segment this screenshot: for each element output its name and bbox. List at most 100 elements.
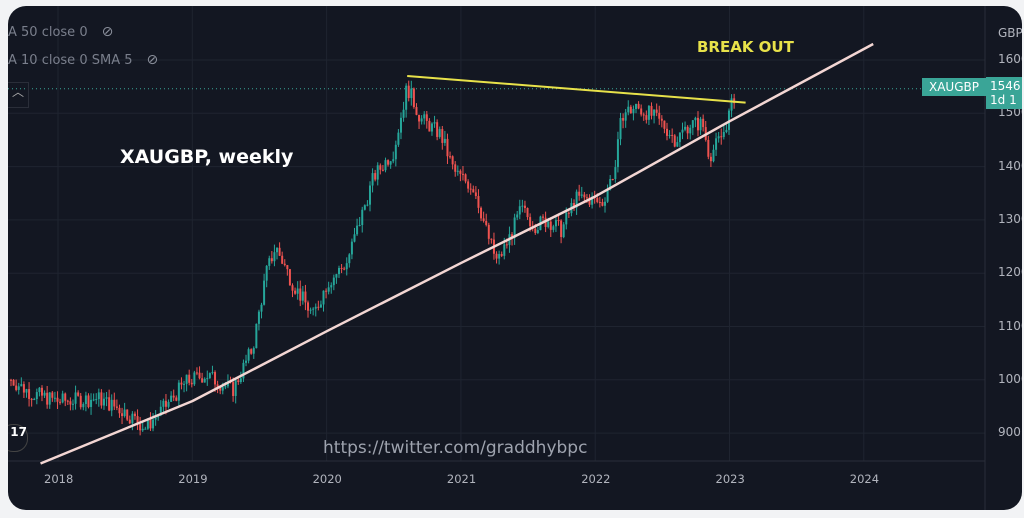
candle-body (609, 178, 612, 190)
candle-body (686, 126, 689, 134)
candle-body (725, 129, 728, 132)
candle-body (332, 277, 335, 286)
breakout-annotation: BREAK OUT (697, 38, 794, 56)
candle-body (242, 362, 245, 379)
candle-body (343, 268, 346, 270)
candle-body (144, 428, 147, 430)
candle-body (503, 244, 506, 256)
candle-body (707, 139, 710, 157)
candle-body (477, 196, 480, 208)
candle-body (203, 378, 206, 383)
candle-body (500, 254, 503, 256)
candle-body (172, 395, 175, 398)
candle-body (90, 399, 93, 407)
candle-body (330, 285, 333, 288)
candle-body (668, 134, 671, 136)
candle-body (660, 118, 663, 121)
candle-body (216, 384, 219, 388)
candle-body (286, 265, 289, 270)
chart-panel[interactable]: A 50 close 0 ⊘ A 10 close 0 SMA 5 ⊘ ︿ XAUG… (8, 6, 1022, 510)
candle-body (598, 201, 601, 203)
candle-body (511, 234, 514, 238)
candle-body (185, 374, 188, 384)
watermark-url: https://twitter.com/graddhybpc (323, 438, 588, 458)
chart-canvas[interactable] (8, 6, 1022, 510)
candle-body (588, 197, 591, 205)
candle-body (482, 218, 485, 221)
candle-body (446, 138, 449, 157)
eye-off-icon[interactable]: ⊘ (101, 24, 114, 40)
candle-body (278, 247, 281, 256)
indicator-legend-1[interactable]: A 50 close 0 ⊘ (8, 24, 113, 40)
candle-body (38, 387, 41, 393)
candle-body (340, 267, 343, 269)
x-tick-label: 2022 (581, 472, 611, 486)
candle-body (51, 392, 54, 398)
candle-body (299, 288, 302, 301)
candle-body (214, 372, 217, 385)
candle-body (557, 220, 560, 222)
candle-body (149, 418, 152, 429)
candle-body (126, 409, 129, 420)
eye-off-icon[interactable]: ⊘ (146, 52, 159, 68)
candle-body (245, 360, 248, 363)
candle-body (183, 383, 186, 385)
candle-body (389, 161, 392, 165)
candle-body (314, 306, 317, 309)
candle-body (438, 129, 441, 137)
candle-body (573, 202, 576, 208)
candle-body (319, 304, 322, 308)
candle-body (102, 398, 105, 406)
candle-body (709, 156, 712, 162)
tradingview-logo[interactable]: 17 (8, 424, 28, 452)
candle-body (402, 109, 405, 118)
candle-body (17, 386, 20, 390)
candle-body (35, 392, 38, 400)
candle-body (616, 139, 619, 168)
candle-body (567, 212, 570, 214)
candle-body (575, 191, 578, 208)
candle-body (505, 244, 508, 246)
candle-body (317, 306, 320, 308)
collapse-legend-button[interactable]: ︿ (8, 82, 29, 108)
indicator-legend-2[interactable]: A 10 close 0 SMA 5 ⊘ (8, 52, 158, 68)
candle-body (110, 399, 113, 411)
indicator-label: A 10 close 0 SMA 5 (8, 53, 133, 68)
candle-body (283, 263, 286, 266)
candle-body (113, 399, 116, 407)
candle-body (294, 290, 297, 294)
candle-body (247, 349, 250, 361)
candle-body (307, 302, 310, 311)
candle-body (358, 224, 361, 226)
candle-body (518, 206, 521, 215)
candle-body (361, 209, 364, 225)
candle-body (152, 419, 155, 429)
candle-body (472, 189, 475, 193)
x-tick-label: 2024 (849, 472, 880, 486)
candle-body (611, 178, 614, 180)
candle-body (702, 118, 705, 128)
candle-body (689, 127, 692, 134)
candle-body (188, 374, 191, 383)
last-price-tag: 1546 1d 1 (986, 77, 1022, 109)
candle-body (513, 217, 516, 238)
candle-body (542, 216, 545, 218)
candle-body (43, 392, 46, 396)
candle-body (487, 224, 490, 239)
symbol-tag: XAUGBP (922, 78, 986, 96)
candle-body (642, 114, 645, 116)
candle-body (193, 372, 196, 385)
candle-body (451, 156, 454, 165)
candle-body (22, 384, 25, 393)
candle-body (335, 274, 338, 278)
candle-body (498, 254, 501, 259)
candle-body (25, 389, 28, 393)
candle-body (715, 138, 718, 150)
candle-body (717, 136, 720, 139)
candle-body (28, 389, 31, 399)
candle-body (312, 308, 315, 310)
candle-body (252, 348, 255, 354)
candle-body (658, 112, 661, 119)
candle-body (190, 382, 193, 385)
candle-body (281, 255, 284, 264)
